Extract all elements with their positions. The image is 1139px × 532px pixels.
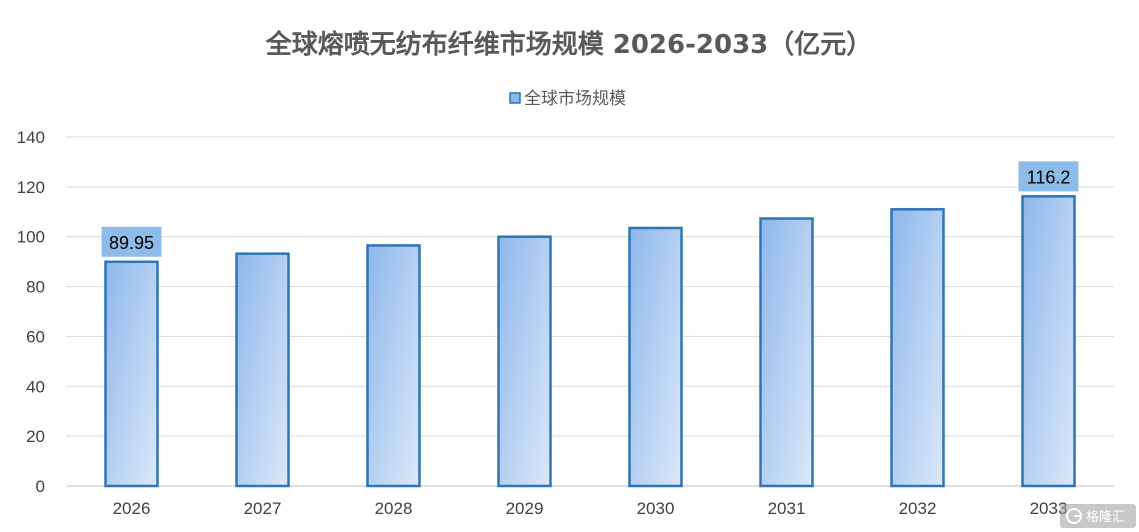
bar-2031 [759,217,814,488]
data-label-bg [101,226,162,257]
bar-2028 [366,244,421,488]
x-tick-label: 2028 [375,499,413,518]
legend: 全球市场规模 [509,89,626,109]
x-tick-label: 2032 [899,499,937,518]
bar-2030 [628,226,683,488]
y-tick-label: 60 [26,327,45,346]
data-label-bg [1018,161,1079,192]
watermark-text: 格隆汇 [1086,509,1125,525]
x-tick-label: 2033 [1030,499,1068,518]
legend-label: 全球市场规模 [524,89,626,109]
x-axis-ticks: 2026 2027 2028 2029 2030 2031 2032 2033 [113,499,1068,518]
x-tick-label: 2029 [506,499,544,518]
bar-2029 [497,235,552,488]
data-label: 116.2 [1027,167,1071,187]
bars [104,195,1076,488]
x-tick-label: 2027 [244,499,282,518]
data-label: 89.95 [109,233,154,253]
logo-g-icon [1066,508,1082,524]
bar-2027 [235,252,290,488]
watermark: 格隆汇 [1060,504,1136,528]
y-tick-label: 0 [36,477,45,496]
data-labels: 89.95 116.2 [101,161,1079,257]
bar-2032 [890,208,945,488]
gridlines [66,136,1114,437]
y-tick-label: 140 [17,128,45,147]
y-tick-label: 100 [17,228,45,247]
y-tick-label: 120 [17,178,45,197]
x-tick-label: 2031 [768,499,806,518]
x-tick-label: 2030 [637,499,675,518]
legend-swatch [509,92,521,104]
chart-title: 全球熔喷无纺布纤维市场规模 2026-2033（亿元） [265,29,873,60]
y-axis-ticks: 0 20 40 60 80 100 120 140 [17,128,45,496]
x-tick-label: 2026 [113,499,151,518]
bar-2026 [104,260,159,488]
bar-2033 [1021,195,1076,488]
y-tick-label: 80 [26,278,45,297]
y-tick-label: 40 [26,377,45,396]
y-tick-label: 20 [26,427,45,446]
